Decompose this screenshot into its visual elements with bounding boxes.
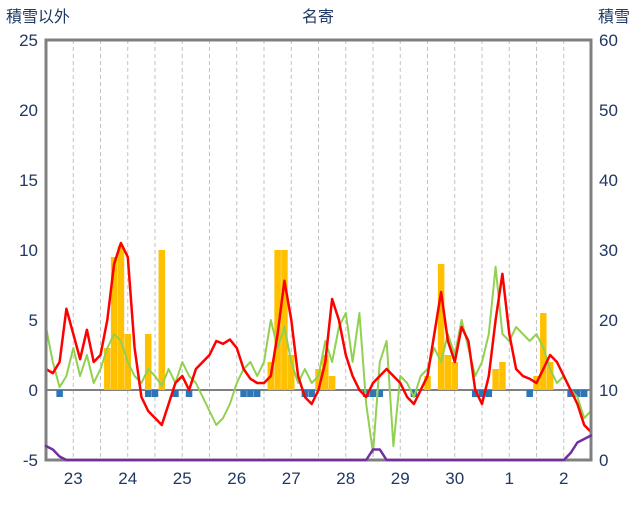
green-line-series: [45, 265, 592, 454]
orange-bars-bar: [104, 348, 111, 390]
left-tick-0: 0: [29, 381, 38, 400]
right-axis-tick-labels: 0 10 20 30 40 50 60: [599, 31, 618, 470]
chart-title: 名寄: [302, 8, 334, 26]
blue-bars-bar: [376, 390, 384, 397]
blue-bars-bar: [240, 390, 247, 397]
x-axis-labels: 23 24 25 26 27 28 29 30 1 2: [64, 469, 569, 488]
blue-bars-bar: [526, 390, 533, 397]
left-tick-20: 20: [19, 101, 38, 120]
orange-bars-bar: [274, 250, 281, 390]
right-tick-30: 30: [599, 241, 618, 260]
x-label-1: 1: [505, 469, 514, 488]
blue-bars-bar: [580, 390, 588, 397]
green-line: [45, 265, 592, 454]
orange-bars-bar: [546, 362, 554, 390]
orange-bars-bar: [322, 355, 329, 390]
blue-bars-bar: [574, 390, 581, 397]
left-tick-15: 15: [19, 171, 38, 190]
right-tick-10: 10: [599, 381, 618, 400]
blue-bars-bar: [478, 390, 486, 397]
orange-bars-bar: [288, 355, 295, 390]
orange-bars-bar: [110, 257, 118, 390]
blue-bars-series: [56, 390, 588, 397]
orange-bars-series: [104, 245, 554, 390]
x-label-2: 2: [559, 469, 568, 488]
x-label-30: 30: [445, 469, 464, 488]
blue-bars-bar: [253, 390, 261, 397]
right-tick-0: 0: [599, 451, 608, 470]
blue-bars-bar: [151, 390, 159, 397]
orange-bars-bar: [144, 334, 152, 390]
blue-bars-bar: [144, 390, 152, 397]
left-tick-10: 10: [19, 241, 38, 260]
x-label-29: 29: [391, 469, 410, 488]
orange-bars-bar: [499, 362, 506, 390]
blue-bars-bar: [485, 390, 493, 397]
orange-bars-bar: [540, 313, 547, 390]
orange-bars-bar: [281, 250, 288, 390]
x-label-25: 25: [173, 469, 192, 488]
x-label-27: 27: [282, 469, 301, 488]
right-tick-60: 60: [599, 31, 618, 50]
purple-line: [44, 434, 593, 462]
purple-line-series: [44, 434, 593, 462]
orange-bars-bar: [158, 250, 166, 390]
right-tick-50: 50: [599, 101, 618, 120]
right-tick-20: 20: [599, 311, 618, 330]
orange-bars-bar: [315, 369, 322, 390]
red-line-series: [44, 241, 593, 434]
orange-bars-bar: [424, 376, 431, 390]
left-axis-tick-labels: -5 0 5 10 15 20 25: [19, 31, 38, 470]
blue-bars-bar: [471, 390, 479, 397]
x-label-23: 23: [64, 469, 83, 488]
blue-bars-bar: [185, 390, 193, 397]
orange-bars-bar: [328, 376, 336, 390]
blue-bars-bar: [567, 390, 574, 397]
orange-bars-bar: [117, 245, 125, 390]
blue-bars-bar: [308, 390, 315, 397]
orange-bars-bar: [444, 355, 452, 390]
orange-bars-bar: [437, 264, 445, 390]
blue-bars-bar: [369, 390, 377, 397]
right-axis-title: 積雪: [598, 8, 630, 26]
orange-bars-bar: [451, 362, 458, 390]
right-tick-40: 40: [599, 171, 618, 190]
orange-bars-bar: [492, 369, 499, 390]
x-label-24: 24: [118, 469, 137, 488]
left-tick-5: 5: [29, 311, 38, 330]
blue-bars-bar: [56, 390, 63, 397]
x-label-28: 28: [336, 469, 355, 488]
left-axis-title: 積雪以外: [6, 8, 70, 26]
blue-bars-bar: [172, 390, 179, 397]
left-tick-25: 25: [19, 31, 38, 50]
left-tick--5: -5: [23, 451, 38, 470]
blue-bars-bar: [410, 390, 418, 397]
blue-bars-bar: [247, 390, 254, 397]
red-line: [44, 241, 593, 434]
x-label-26: 26: [227, 469, 246, 488]
